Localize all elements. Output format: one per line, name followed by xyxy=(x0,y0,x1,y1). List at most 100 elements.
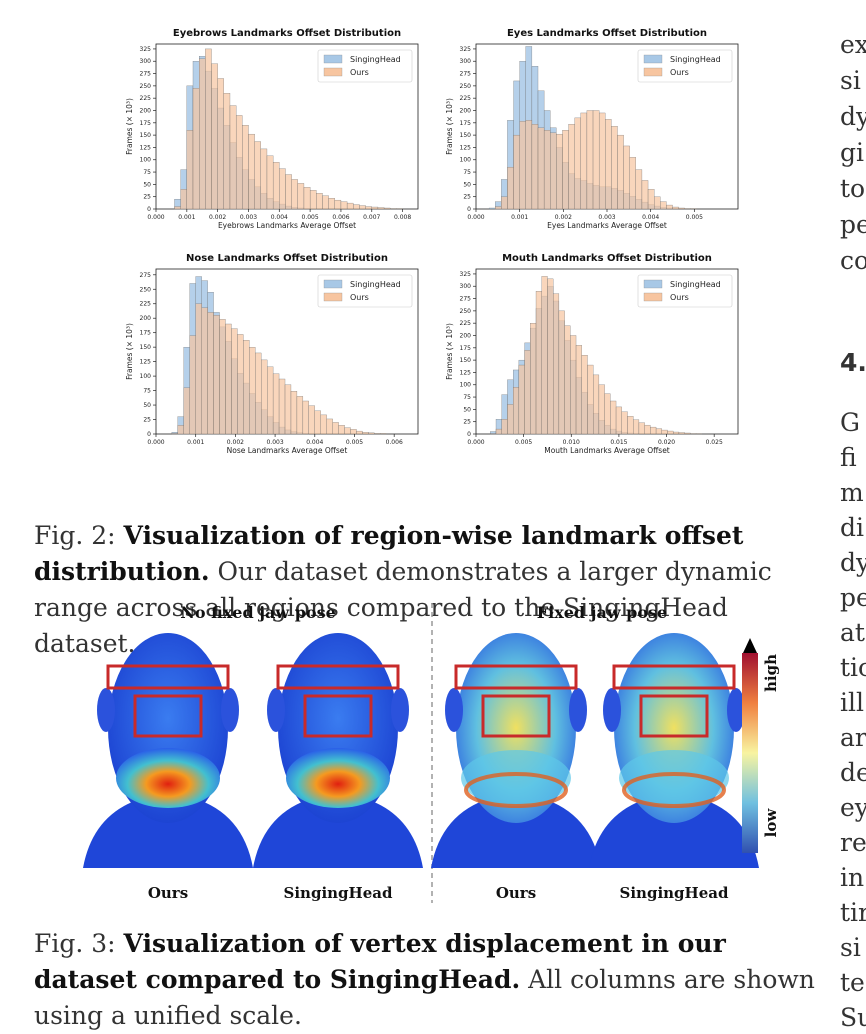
histogram-bar xyxy=(581,113,587,209)
group-label-fixed-jaw: Fixed jaw pose xyxy=(537,603,667,622)
y-tick-label: 125 xyxy=(460,144,472,151)
histogram-bar xyxy=(174,207,180,209)
chart-title: Eyes Landmarks Offset Distribution xyxy=(507,28,707,39)
colorbar-high-label: high xyxy=(762,654,780,692)
histogram-bar xyxy=(507,404,513,434)
legend-swatch xyxy=(324,55,342,63)
x-tick-label: 0.004 xyxy=(306,439,323,446)
x-tick-label: 0.004 xyxy=(271,214,288,221)
right-column-line: at xyxy=(840,618,865,647)
x-tick-label: 0.000 xyxy=(467,439,484,446)
right-column-line: dy xyxy=(840,548,866,577)
y-tick-label: 300 xyxy=(140,58,152,65)
histogram-bar xyxy=(378,208,384,209)
histogram-bar xyxy=(520,121,526,209)
head-ear-right xyxy=(391,688,409,732)
x-tick-label: 0.003 xyxy=(598,214,615,221)
histogram-bar xyxy=(599,385,605,434)
y-tick-label: 150 xyxy=(460,132,472,139)
x-tick-label: 0.000 xyxy=(147,214,164,221)
histogram-bar xyxy=(622,412,628,434)
x-tick-label: 0.003 xyxy=(240,214,257,221)
y-tick-label: 75 xyxy=(143,169,151,176)
histogram-bar xyxy=(582,355,588,434)
histogram-bar xyxy=(627,416,633,434)
histogram-bar xyxy=(279,379,285,434)
legend-swatch xyxy=(324,280,342,288)
y-tick-label: 0 xyxy=(467,431,471,438)
histogram-bar xyxy=(347,203,353,209)
x-tick-label: 0.008 xyxy=(394,214,411,221)
figure-3-caption: Fig. 3: Visualization of vertex displace… xyxy=(34,926,834,1034)
histogram-bar xyxy=(327,419,333,434)
histogram-bar xyxy=(587,365,593,434)
histogram-bar xyxy=(193,88,199,209)
fig2-label: Fig. 2: xyxy=(34,521,124,550)
histogram-bar xyxy=(196,304,202,434)
histogram-bar xyxy=(366,207,372,209)
x-tick-label: 0.005 xyxy=(302,214,319,221)
right-column-line: tio xyxy=(840,653,866,682)
histogram-bar xyxy=(345,428,351,434)
histogram-bar xyxy=(279,169,285,209)
x-tick-label: 0.015 xyxy=(610,439,627,446)
histogram-bar xyxy=(636,170,642,209)
histogram-bar xyxy=(593,375,599,434)
histogram-bar xyxy=(208,312,214,434)
right-column-line: to xyxy=(840,174,865,203)
head-ear-left xyxy=(603,688,621,732)
histogram-bar xyxy=(502,419,508,434)
right-column-heading: 4. xyxy=(840,348,866,377)
colorbar-low-label: low xyxy=(762,808,780,838)
histogram-bar xyxy=(525,350,531,434)
x-tick-label: 0.006 xyxy=(386,439,403,446)
histogram-bar xyxy=(303,401,309,434)
histogram-bar xyxy=(273,162,279,209)
y-tick-label: 50 xyxy=(143,181,151,188)
histogram-bar xyxy=(605,394,611,434)
legend-swatch xyxy=(644,280,662,288)
colorbar xyxy=(742,653,758,853)
histogram-bar xyxy=(285,385,291,434)
right-column-line: tir xyxy=(840,898,866,927)
y-tick-label: 0 xyxy=(147,431,151,438)
histogram-bar xyxy=(353,205,359,209)
histogram-bar xyxy=(261,360,267,434)
y-tick-label: 175 xyxy=(460,120,472,127)
right-column-line: m xyxy=(840,478,864,507)
head-ear-right xyxy=(221,688,239,732)
jaw-heat xyxy=(116,748,220,808)
x-tick-label: 0.010 xyxy=(563,439,580,446)
y-tick-label: 50 xyxy=(143,402,151,409)
histogram-bar xyxy=(660,202,666,209)
histogram-bar xyxy=(333,422,339,434)
histogram-bar xyxy=(514,135,520,209)
y-tick-label: 0 xyxy=(147,206,151,213)
x-tick-label: 0.004 xyxy=(642,214,659,221)
y-tick-label: 25 xyxy=(143,417,151,424)
head-render-3: Ours xyxy=(431,633,601,902)
histogram-bar xyxy=(309,406,315,434)
right-column-line: si xyxy=(840,66,861,95)
x-tick-label: 0.001 xyxy=(187,439,204,446)
histogram-bar xyxy=(496,429,502,434)
histogram-bar xyxy=(565,326,571,434)
right-column-line: gi xyxy=(840,138,864,167)
y-tick-label: 150 xyxy=(140,132,152,139)
histogram-bar xyxy=(255,142,261,209)
x-tick-label: 0.002 xyxy=(209,214,226,221)
jaw-heat xyxy=(286,748,390,808)
y-axis-label: Frames (× 10³) xyxy=(445,98,454,155)
y-tick-label: 275 xyxy=(460,296,472,303)
right-column-line: Su xyxy=(840,1003,866,1032)
x-tick-label: 0.006 xyxy=(332,214,349,221)
y-tick-label: 300 xyxy=(460,283,472,290)
histogram-bar xyxy=(611,126,617,209)
histogram-bar xyxy=(633,420,639,434)
right-column-line: si xyxy=(840,933,861,962)
group-label-no-fixed-jaw: No fixed jaw pose xyxy=(180,603,336,622)
legend-swatch xyxy=(644,68,662,76)
histogram-bar xyxy=(519,365,525,434)
